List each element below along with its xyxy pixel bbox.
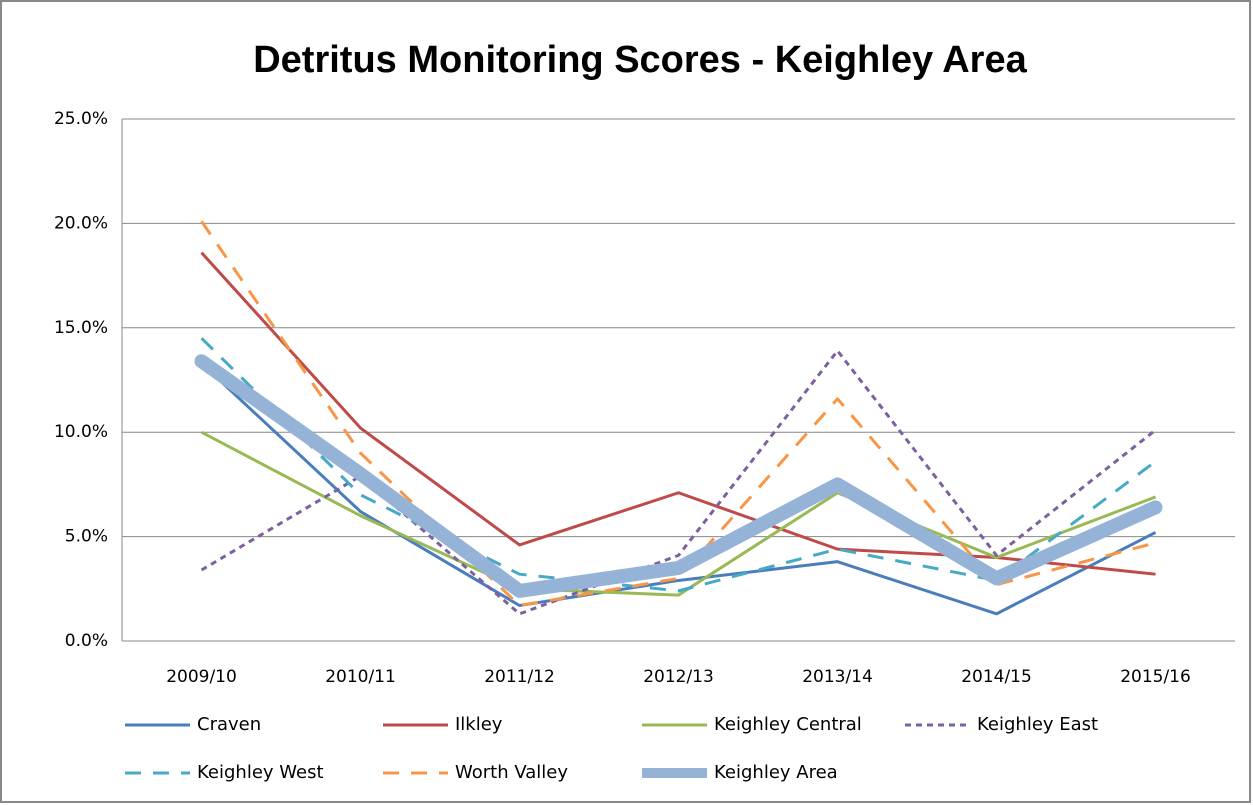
chart-title: Detritus Monitoring Scores - Keighley Ar… — [253, 39, 1027, 81]
x-tick-label: 2010/11 — [325, 667, 396, 687]
series-line — [200, 349, 1157, 616]
y-tick-label: 5.0% — [65, 527, 108, 547]
legend-label: Craven — [197, 714, 261, 735]
x-tick-label: 2011/12 — [484, 667, 555, 687]
series-line — [200, 220, 1156, 608]
legend-label: Worth Valley — [455, 762, 568, 783]
series-line — [200, 430, 1157, 597]
series-line — [194, 354, 1163, 598]
series-line — [200, 337, 1157, 593]
x-tick-label: 2015/16 — [1120, 667, 1191, 687]
x-tick-label: 2012/13 — [643, 667, 714, 687]
y-tick-label: 25.0% — [54, 109, 108, 129]
y-tick-label: 15.0% — [54, 318, 108, 338]
legend-label: Ilkley — [455, 714, 503, 735]
legend-label: Keighley West — [197, 762, 324, 783]
y-tick-label: 20.0% — [54, 213, 108, 233]
legend-label: Keighley Central — [714, 714, 862, 735]
x-tick-label: 2013/14 — [802, 667, 873, 687]
legend-label: Keighley East — [977, 714, 1098, 735]
legend-label: Keighley Area — [714, 762, 838, 783]
y-tick-label: 10.0% — [54, 422, 108, 442]
series-line — [200, 362, 1157, 616]
y-tick-label: 0.0% — [65, 631, 108, 651]
x-tick-label: 2014/15 — [961, 667, 1032, 687]
x-tick-label: 2009/10 — [166, 667, 237, 687]
